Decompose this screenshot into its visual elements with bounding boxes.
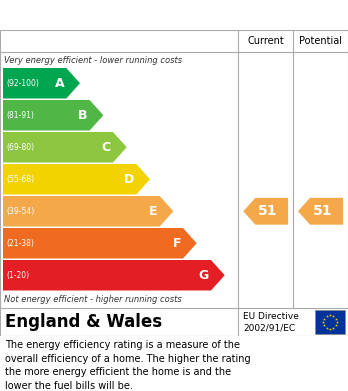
Text: Energy Efficiency Rating: Energy Efficiency Rating [8, 7, 210, 23]
Text: 51: 51 [313, 204, 332, 218]
Text: G: G [199, 269, 209, 282]
Text: (55-68): (55-68) [6, 175, 34, 184]
Text: (1-20): (1-20) [6, 271, 29, 280]
Text: E: E [149, 205, 158, 218]
Text: 2002/91/EC: 2002/91/EC [243, 324, 295, 333]
Polygon shape [298, 198, 343, 225]
Text: (69-80): (69-80) [6, 143, 34, 152]
Text: (81-91): (81-91) [6, 111, 34, 120]
Polygon shape [3, 228, 197, 258]
Polygon shape [3, 132, 127, 163]
Text: Current: Current [247, 36, 284, 46]
Text: EU Directive: EU Directive [243, 312, 299, 321]
Bar [315, 310, 345, 334]
Polygon shape [3, 196, 173, 226]
Polygon shape [3, 68, 80, 99]
Text: 51: 51 [258, 204, 277, 218]
Text: (92-100): (92-100) [6, 79, 39, 88]
Text: F: F [173, 237, 181, 250]
Polygon shape [243, 198, 288, 225]
Text: B: B [78, 109, 88, 122]
Text: C: C [102, 141, 111, 154]
Text: The energy efficiency rating is a measure of the
overall efficiency of a home. T: The energy efficiency rating is a measur… [5, 340, 251, 391]
Text: Not energy efficient - higher running costs: Not energy efficient - higher running co… [4, 294, 182, 303]
Text: (39-54): (39-54) [6, 207, 34, 216]
Text: (21-38): (21-38) [6, 239, 34, 248]
Text: A: A [55, 77, 64, 90]
Text: Potential: Potential [299, 36, 342, 46]
Text: D: D [124, 173, 134, 186]
Polygon shape [3, 260, 225, 291]
Text: England & Wales: England & Wales [5, 313, 162, 331]
Polygon shape [3, 164, 150, 194]
Text: Very energy efficient - lower running costs: Very energy efficient - lower running co… [4, 56, 182, 65]
Polygon shape [3, 100, 103, 131]
